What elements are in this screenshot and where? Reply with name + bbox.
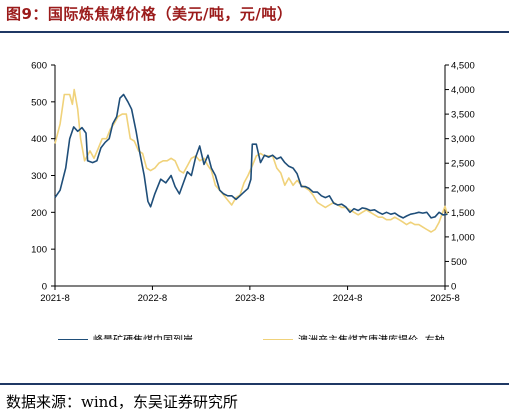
right-y-tick-label: 2,500 — [451, 159, 475, 170]
right-y-tick-label: 3,500 — [451, 110, 475, 121]
right-y-tick-label: 4,000 — [451, 85, 475, 96]
series-line-right-axis — [54, 88, 449, 233]
right-y-tick-label: 1,500 — [451, 208, 475, 219]
right-y-tick-label: 2,000 — [451, 183, 475, 194]
right-y-tick-label: 1,000 — [451, 232, 475, 243]
price-line-chart: 0 100 200 300 400 500 600 0 500 1,000 1,500 2,000 2,… — [31, 61, 475, 341]
chart-axes: 0 100 200 300 400 500 600 0 500 1,000 1,500 2,000 2,… — [31, 61, 475, 305]
left-y-tick-label: 600 — [31, 61, 47, 72]
x-tick-label: 2022-8 — [138, 293, 168, 304]
x-tick-label: 2023-8 — [235, 293, 265, 304]
left-y-tick-label: 0 — [42, 282, 47, 293]
x-tick-label: 2021-8 — [40, 293, 70, 304]
legend-label-right-axis-series: 澳洲产主焦煤京唐港库提价 -右轴 — [298, 334, 445, 341]
top-divider — [0, 31, 509, 33]
left-y-tick-label: 400 — [31, 134, 47, 145]
bottom-divider — [0, 383, 509, 385]
legend-label-left-axis-series: 峰景矿硬焦煤中国到岸 — [93, 334, 193, 341]
left-y-tick-label: 500 — [31, 97, 47, 108]
chart-legend: 峰景矿硬焦煤中国到岸 澳洲产主焦煤京唐港库提价 -右轴 — [58, 334, 445, 341]
right-y-tick-label: 500 — [451, 257, 467, 268]
series-layer — [54, 88, 449, 233]
right-y-tick-label: 4,500 — [451, 61, 475, 72]
x-tick-label: 2024-8 — [333, 293, 363, 304]
figure-title: 图9：国际炼焦煤价格（美元/吨，元/吨） — [6, 5, 293, 23]
left-y-tick-label: 100 — [31, 245, 47, 256]
left-y-tick-label: 300 — [31, 171, 47, 182]
data-source-note: 数据来源：wind，东吴证券研究所 — [6, 393, 238, 411]
right-y-tick-label: 3,000 — [451, 134, 475, 145]
x-tick-label: 2025-8 — [430, 293, 460, 304]
right-y-tick-label: 0 — [451, 282, 456, 293]
series-line-left-axis — [54, 93, 448, 219]
left-y-tick-label: 200 — [31, 208, 47, 219]
